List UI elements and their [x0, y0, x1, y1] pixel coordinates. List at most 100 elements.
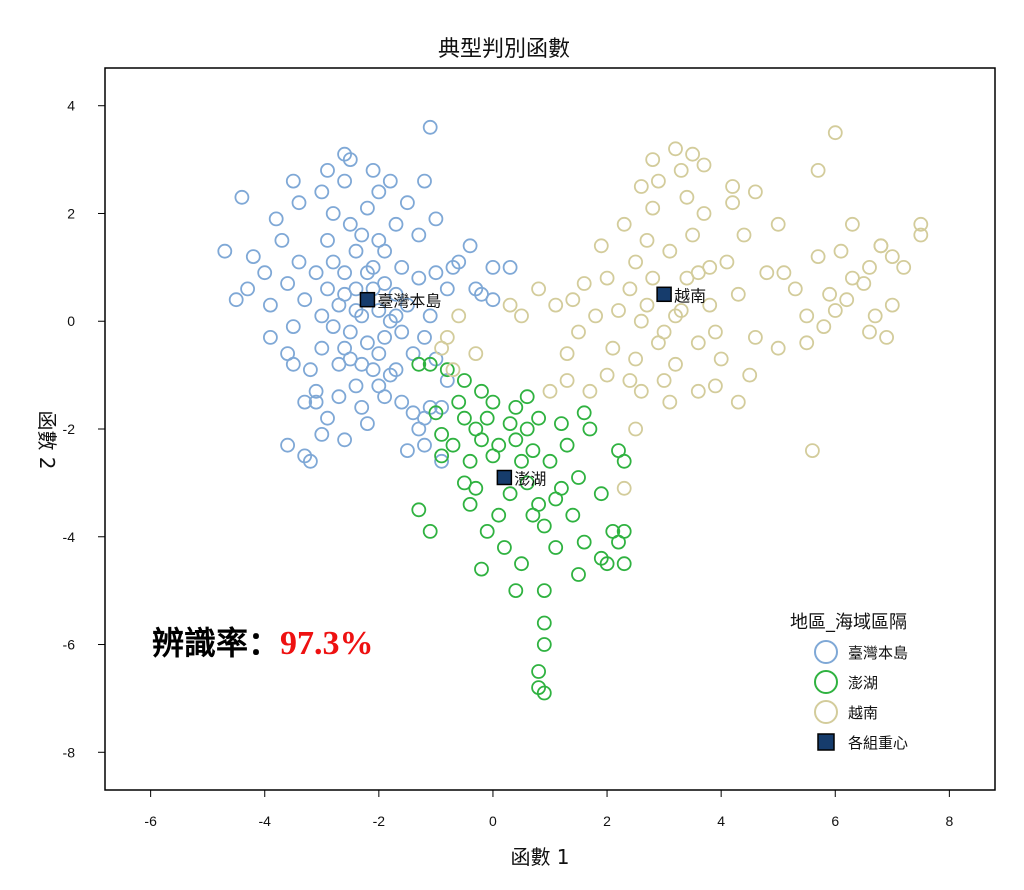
x-tick-label: 8 — [945, 813, 953, 829]
data-point — [491, 507, 507, 523]
accuracy-value: 97.3% — [280, 625, 374, 662]
legend-title: 地區_海域區隔 — [790, 612, 907, 633]
y-tick-label: -6 — [63, 637, 76, 653]
data-point — [297, 292, 313, 308]
data-point — [611, 303, 626, 318]
data-point — [314, 426, 330, 442]
data-point — [274, 232, 290, 248]
data-point — [388, 286, 404, 302]
data-point — [348, 243, 364, 259]
data-point — [748, 184, 763, 200]
data-point — [616, 216, 632, 232]
data-point — [451, 254, 467, 270]
data-point — [536, 637, 552, 652]
data-point — [325, 319, 341, 335]
data-point — [314, 184, 330, 200]
data-point — [559, 373, 575, 388]
data-point — [337, 265, 353, 281]
data-point — [496, 540, 512, 555]
data-point — [845, 216, 860, 232]
data-point — [388, 308, 404, 324]
data-point — [337, 286, 353, 302]
data-point — [525, 443, 541, 459]
data-point — [787, 281, 803, 297]
data-point — [428, 405, 444, 421]
data-point — [394, 394, 410, 410]
data-point — [320, 281, 335, 297]
x-tick-label: -2 — [373, 813, 386, 829]
data-point — [297, 394, 313, 410]
data-point — [656, 373, 672, 388]
data-point — [536, 583, 552, 598]
centroid-marker — [359, 291, 376, 308]
data-point — [633, 313, 649, 329]
y-tick-label: 4 — [67, 98, 75, 114]
centroid-label: 越南 — [674, 286, 706, 305]
data-point — [451, 308, 467, 324]
data-point — [371, 184, 387, 200]
data-point — [428, 265, 444, 281]
legend-swatch — [814, 640, 838, 664]
data-point — [913, 227, 929, 243]
series-group — [411, 356, 632, 701]
data-point — [462, 496, 478, 512]
data-point — [382, 173, 398, 189]
data-point — [394, 324, 410, 340]
centroid-marker — [496, 469, 513, 486]
data-point — [633, 383, 649, 399]
data-point — [417, 173, 432, 189]
data-point — [519, 421, 535, 437]
data-point — [451, 394, 467, 410]
data-point — [708, 324, 723, 340]
data-point — [359, 265, 375, 281]
data-point — [862, 324, 877, 340]
data-point — [228, 292, 244, 308]
data-point — [833, 243, 849, 259]
data-point — [485, 394, 501, 410]
data-point — [810, 249, 826, 265]
data-point — [280, 276, 296, 291]
legend-swatch — [814, 670, 838, 694]
data-point — [616, 556, 632, 572]
data-point — [485, 259, 501, 275]
legend-item-label: 澎湖 — [848, 674, 878, 692]
legend-item-label: 越南 — [848, 704, 878, 722]
data-point — [805, 443, 820, 459]
data-point — [325, 206, 341, 221]
data-point — [422, 119, 438, 135]
data-point — [696, 157, 712, 173]
data-point — [554, 416, 569, 432]
data-point — [354, 399, 370, 415]
chart-title: 典型判別函數 — [438, 37, 570, 62]
data-point — [525, 507, 541, 523]
data-point — [548, 297, 564, 313]
data-point — [485, 292, 501, 308]
data-point — [268, 211, 284, 227]
data-point — [668, 356, 683, 372]
data-point — [359, 335, 375, 351]
data-points — [217, 119, 929, 701]
data-point — [479, 410, 495, 426]
data-point — [354, 227, 370, 243]
data-point — [702, 259, 718, 275]
centroid-label: 臺灣本島 — [377, 292, 441, 311]
data-point — [770, 340, 786, 356]
data-point — [827, 125, 843, 141]
data-point — [439, 362, 455, 378]
data-point — [867, 308, 883, 324]
centroid-marker — [656, 286, 672, 303]
data-point — [702, 297, 718, 313]
data-point — [502, 297, 518, 313]
data-point — [605, 340, 621, 356]
data-point — [411, 270, 427, 286]
data-point — [468, 346, 484, 362]
data-point — [411, 502, 427, 518]
data-point — [531, 281, 546, 297]
legend-swatch — [817, 733, 835, 751]
data-point — [342, 324, 358, 340]
data-point — [582, 421, 598, 437]
data-point — [679, 270, 695, 286]
data-point — [708, 378, 723, 394]
y-tick-label: -4 — [63, 529, 76, 545]
data-point — [542, 453, 558, 469]
